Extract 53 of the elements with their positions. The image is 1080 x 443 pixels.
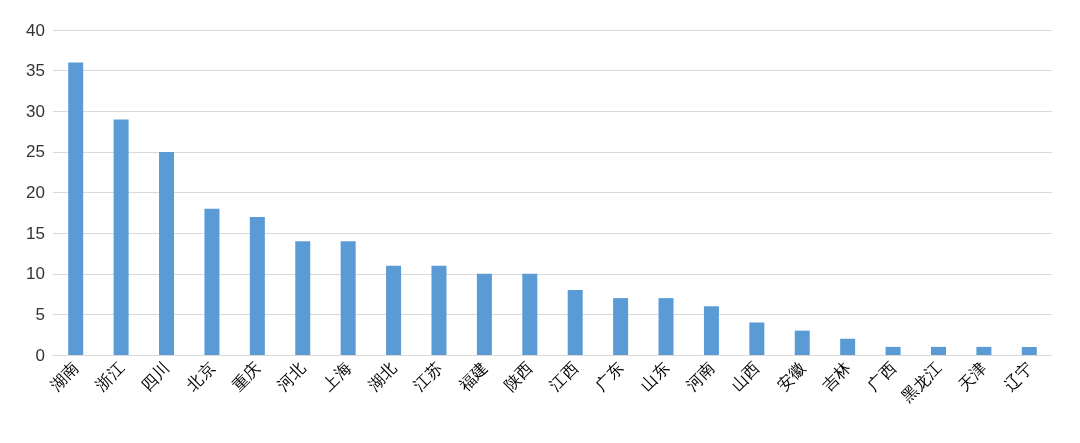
x-tick-label: 江西 [545, 358, 582, 395]
x-tick-label: 黑龙江 [897, 358, 946, 406]
bar [567, 290, 583, 355]
bar [249, 216, 265, 355]
bar [68, 62, 84, 355]
x-tick-label: 福建 [455, 358, 492, 395]
bar [1021, 346, 1037, 355]
bar [522, 273, 538, 355]
x-tick-label: 四川 [137, 358, 174, 395]
y-tick-label: 5 [35, 304, 45, 324]
x-tick-label: 浙江 [91, 358, 128, 395]
bar [431, 265, 447, 355]
y-tick-label: 30 [26, 101, 45, 121]
bar [113, 119, 129, 355]
bar [840, 338, 856, 355]
x-tick-label: 湖南 [46, 358, 83, 395]
bar [159, 151, 175, 355]
y-tick-label: 40 [26, 20, 45, 40]
x-tick-label: 辽宁 [999, 358, 1037, 395]
bar [204, 208, 220, 355]
x-tick-label: 广西 [863, 358, 900, 395]
x-tick-label: 重庆 [228, 358, 265, 395]
y-tick-label: 15 [26, 223, 45, 243]
bar [976, 346, 992, 355]
y-tick-label: 10 [26, 264, 45, 284]
bar [794, 330, 810, 355]
bar [749, 322, 765, 355]
x-tick-label: 天津 [954, 358, 991, 395]
bar [885, 346, 901, 355]
x-tick-label: 江苏 [409, 358, 446, 395]
x-tick-label: 北京 [182, 358, 219, 395]
x-tick-label: 安徽 [772, 358, 809, 395]
bar [658, 298, 674, 355]
bar [476, 273, 492, 355]
bar [386, 265, 402, 355]
y-tick-label: 0 [35, 345, 45, 365]
x-tick-label: 吉林 [818, 358, 855, 395]
bar [295, 241, 311, 355]
x-tick-label: 河北 [273, 358, 310, 395]
x-tick-label: 湖北 [364, 358, 401, 395]
y-tick-label: 20 [26, 183, 45, 202]
bar [703, 306, 719, 355]
y-tick-label: 25 [26, 142, 45, 162]
x-tick-label: 广东 [591, 358, 628, 395]
x-tick-label: 山东 [636, 358, 673, 395]
y-tick-label: 35 [26, 61, 45, 81]
x-tick-label: 陕西 [500, 358, 537, 395]
x-tick-label: 山西 [727, 358, 764, 395]
x-tick-label: 河南 [682, 358, 719, 395]
x-tick-label: 上海 [318, 358, 355, 395]
bar [930, 346, 946, 355]
bar [340, 241, 356, 355]
bar [613, 298, 629, 355]
